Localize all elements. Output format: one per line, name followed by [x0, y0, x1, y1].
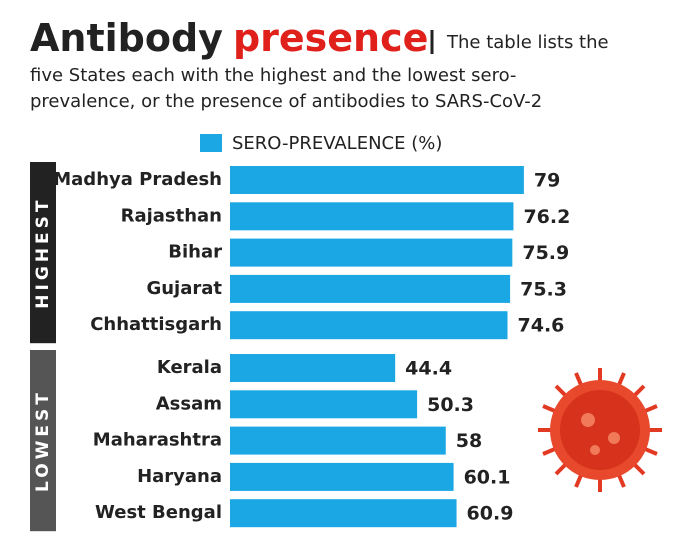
bar: [230, 390, 418, 419]
value-label: 50.3: [427, 394, 474, 416]
bar: [230, 166, 524, 194]
virus-illustration: [538, 368, 662, 492]
subtitle-line: The table lists the: [446, 32, 609, 53]
category-label: Chhattisgarh: [90, 314, 222, 335]
chart-title: Antibody presence: [30, 16, 428, 60]
group-band: [30, 350, 56, 532]
category-label: Assam: [156, 393, 222, 414]
category-label: West Bengal: [95, 502, 222, 523]
bar: [230, 354, 396, 382]
subtitle-line: prevalence, or the presence of antibodie…: [30, 91, 542, 112]
category-label: Kerala: [157, 357, 222, 378]
subtitle-line: five States each with the highest and th…: [30, 65, 516, 86]
bar: [230, 462, 454, 491]
legend-label: SERO-PREVALENCE (%): [232, 133, 442, 154]
value-label: 76.2: [523, 206, 570, 228]
value-label: 58: [456, 430, 482, 452]
value-label: 75.3: [520, 278, 567, 300]
group-label: HIGHEST: [33, 197, 53, 309]
bar: [230, 274, 511, 303]
value-label: 79: [534, 170, 560, 192]
value-label: 60.1: [464, 466, 511, 488]
category-label: Rajasthan: [121, 205, 222, 226]
group-band: [30, 162, 56, 344]
value-label: 60.9: [467, 503, 514, 525]
bar: [230, 499, 457, 528]
bar: [230, 426, 446, 455]
value-label: 75.9: [522, 242, 569, 264]
category-label: Gujarat: [146, 278, 222, 299]
category-label: Madhya Pradesh: [53, 169, 222, 190]
category-label: Maharashtra: [93, 430, 222, 451]
legend-swatch: [200, 134, 222, 152]
group-label: LOWEST: [33, 389, 53, 492]
value-label: 44.4: [405, 358, 452, 380]
bar: [230, 311, 508, 340]
title-part: presence: [233, 16, 428, 60]
category-label: Bihar: [168, 242, 222, 263]
category-label: Haryana: [137, 466, 222, 487]
value-label: 74.6: [518, 315, 565, 337]
bar: [230, 238, 513, 267]
title-part: Antibody: [30, 16, 223, 60]
bar: [230, 202, 514, 231]
